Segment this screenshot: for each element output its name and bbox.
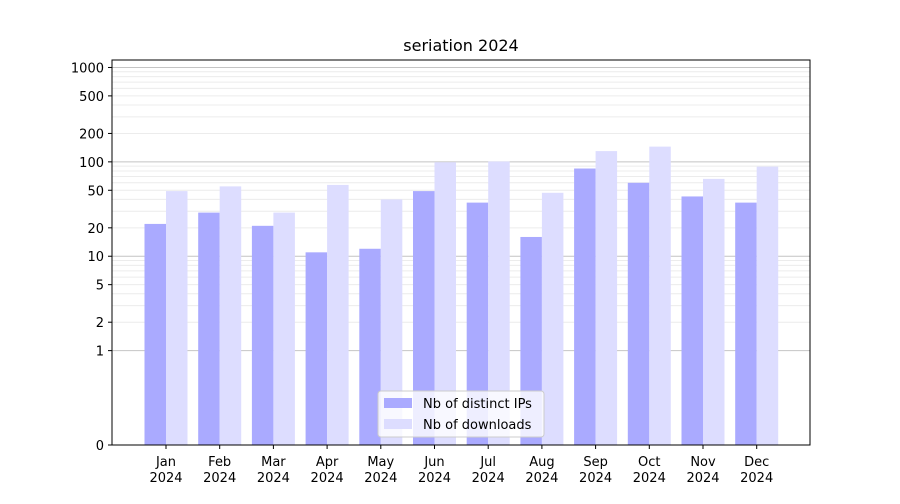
y-tick-label: 200 (79, 127, 104, 142)
x-tick-label: Oct 2024 (633, 455, 666, 486)
x-tick-label: Jan 2024 (149, 455, 182, 486)
legend: Nb of distinct IPs Nb of downloads (377, 390, 545, 438)
bar-downloads (595, 151, 618, 446)
x-tick-label: Dec 2024 (740, 455, 773, 486)
y-tick-label: 1000 (71, 61, 104, 76)
x-tick-label: Aug 2024 (525, 455, 558, 486)
y-axis: 0 1 2 5 10 20 50 100 200 500 1000 (71, 61, 112, 454)
bar-distinct-ips (627, 182, 650, 445)
bar-distinct-ips (681, 196, 703, 445)
bar-downloads (166, 191, 188, 445)
y-tick-label: 1 (96, 345, 104, 360)
x-tick-label: Mar 2024 (257, 455, 290, 486)
y-tick-label: 100 (79, 156, 104, 171)
bar-distinct-ips (305, 252, 328, 445)
bar-downloads (327, 184, 349, 446)
bar-distinct-ips (413, 191, 435, 445)
legend-label: Nb of downloads (423, 418, 532, 433)
legend-label: Nb of distinct IPs (423, 397, 532, 412)
chart-title: seriation 2024 (403, 36, 518, 55)
x-axis: Jan 2024 Feb 2024 Mar 2024 Apr 2024 May 2024 Jun 20… (149, 445, 773, 486)
x-tick-label: Feb 2024 (203, 455, 236, 486)
y-tick-label: 5 (96, 279, 104, 294)
y-tick-label: 50 (87, 184, 104, 199)
bars (144, 146, 779, 446)
bar-downloads (703, 178, 725, 445)
legend-swatch (384, 398, 412, 408)
bar-downloads (273, 212, 295, 445)
x-tick-label: Jun 2024 (418, 455, 451, 486)
bar-downloads (756, 166, 779, 446)
y-tick-label: 500 (79, 90, 104, 105)
x-tick-label: Nov 2024 (686, 455, 719, 486)
bar-distinct-ips (359, 248, 381, 445)
bar-distinct-ips (251, 225, 274, 445)
legend-swatch (384, 419, 412, 429)
bar-downloads (219, 186, 242, 445)
bar-distinct-ips (198, 212, 220, 445)
y-tick-label: 0 (96, 439, 104, 454)
bar-downloads (488, 161, 510, 445)
bar-downloads (434, 162, 456, 445)
plot-frame (111, 59, 811, 446)
x-tick-label: May 2024 (364, 455, 397, 486)
y-tick-label: 10 (87, 250, 104, 265)
legend-box (377, 390, 545, 438)
bar-downloads (541, 192, 564, 445)
bar-distinct-ips (466, 202, 489, 445)
y-tick-label: 20 (87, 222, 104, 237)
bar-distinct-ips (735, 202, 757, 445)
bar-downloads (380, 199, 403, 445)
x-tick-label: Jul 2024 (472, 455, 505, 486)
bar-distinct-ips (574, 168, 596, 445)
y-tick-label: 2 (96, 316, 104, 331)
bar-distinct-ips (144, 223, 166, 445)
bar-downloads (649, 146, 671, 445)
x-tick-label: Sep 2024 (579, 455, 612, 486)
x-tick-label: Apr 2024 (311, 455, 344, 486)
